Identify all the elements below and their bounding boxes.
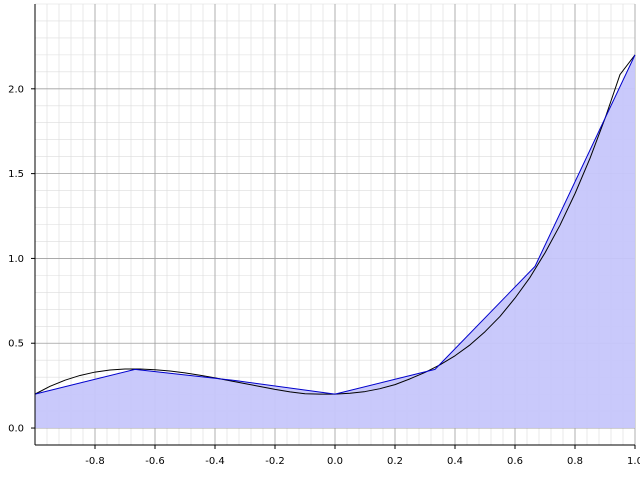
x-tick-label: -0.8 (85, 456, 105, 467)
x-tick-label: 0.2 (387, 456, 403, 467)
x-tick-label: -0.2 (265, 456, 285, 467)
x-tick-label: -0.6 (145, 456, 165, 467)
y-tick-label: 1.0 (8, 254, 24, 265)
series-layer (34, 54, 636, 429)
series-area-fill (35, 54, 635, 429)
y-tick-label: 0.0 (8, 424, 24, 435)
x-tick-label: 0.4 (447, 456, 463, 467)
tick-labels: -0.8 -0.6 -0.4 -0.2 0.0 0.2 0.4 0.6 0.8 1.0 0.0 0.5… (8, 84, 640, 467)
y-tick-label: 0.5 (8, 339, 24, 350)
series-interpolant-line (34, 54, 636, 395)
y-tick-label: 1.5 (8, 169, 24, 180)
x-tick-label: 0.0 (327, 456, 343, 467)
x-tick-label: -0.4 (205, 456, 225, 467)
x-tick-label: 1.0 (627, 456, 640, 467)
y-tick-label: 2.0 (8, 84, 24, 95)
x-tick-label: 0.8 (567, 456, 583, 467)
axes-layer (31, 4, 636, 449)
x-tick-label: 0.6 (507, 456, 523, 467)
